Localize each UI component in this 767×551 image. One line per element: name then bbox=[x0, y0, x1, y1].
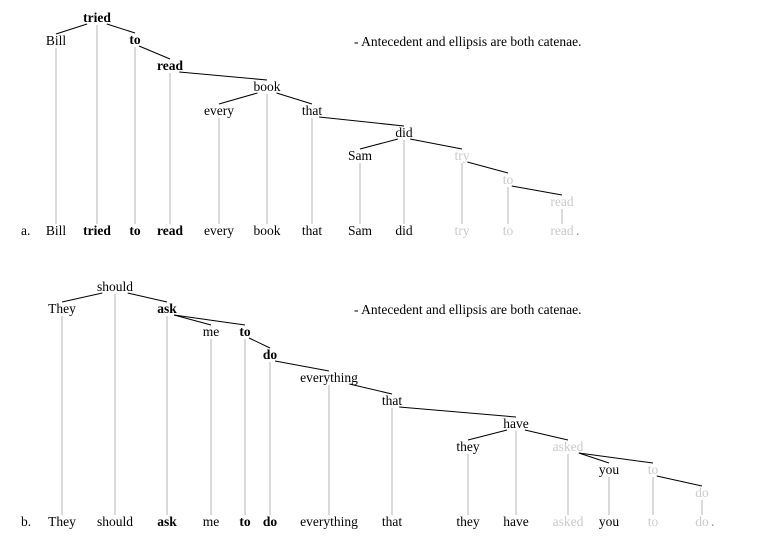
tree-b-word-to1: to bbox=[239, 514, 250, 529]
tree-b-word-that: that bbox=[382, 514, 402, 529]
annotation-tree-a: - Antecedent and ellipsis are both caten… bbox=[354, 34, 582, 49]
tree-a-word-book: book bbox=[254, 223, 281, 238]
tree-b-node-everything: everything bbox=[300, 370, 358, 385]
tree-a-edge-book-every bbox=[218, 92, 258, 105]
tree-b-edge-do1-everything bbox=[274, 360, 330, 372]
tree-b-word-ask: ask bbox=[157, 514, 177, 529]
tree-b-node-you: you bbox=[599, 462, 620, 477]
tree-a-edge-did-try bbox=[410, 138, 463, 150]
tree-a-word-tried: tried bbox=[83, 223, 111, 238]
tree-b-node-they2: they bbox=[456, 439, 479, 454]
tree-a-word-sam: Sam bbox=[348, 223, 373, 238]
tree-a-node-bill: Bill bbox=[46, 33, 67, 48]
tree-a-edge-try-to2 bbox=[467, 161, 509, 174]
tree-a-node-read1: read bbox=[157, 58, 183, 73]
tree-b-node-to1: to bbox=[239, 324, 250, 339]
tree-a-edge-tried-bill bbox=[55, 23, 88, 35]
tree-b-node-they1: They bbox=[48, 301, 76, 316]
tree-b-edge-to1-do1 bbox=[248, 337, 271, 349]
tree-b-word-everything: everything bbox=[300, 514, 358, 529]
tree-a-word-read1: read bbox=[157, 223, 183, 238]
tree-a-edge-did-sam bbox=[359, 138, 399, 150]
tree-b-word-should: should bbox=[97, 514, 133, 529]
tree-b-word-asked: asked bbox=[553, 514, 584, 529]
tree-b-edge-should-ask bbox=[127, 292, 168, 303]
tree-b-edge-should-they1 bbox=[61, 292, 103, 303]
tree-b-edge-asked-to2 bbox=[578, 452, 654, 464]
tree-a-word-every: every bbox=[204, 223, 234, 238]
tree-a-node-book: book bbox=[254, 79, 281, 94]
tree-b-node-should: should bbox=[97, 279, 133, 294]
tree-b-node-do2: do bbox=[695, 485, 709, 500]
tree-a-word-try: try bbox=[455, 223, 470, 238]
tree-b-node-ask: ask bbox=[157, 301, 177, 316]
tree-b-node-have: have bbox=[503, 416, 528, 431]
sentence-label-b: b. bbox=[21, 514, 32, 529]
sentence-label-a: a. bbox=[21, 223, 31, 238]
tree-a-word-to1: to bbox=[129, 223, 140, 238]
tree-b-word-do2: do bbox=[695, 514, 709, 529]
tree-b-edge-ask-to1 bbox=[173, 314, 246, 326]
tree-a-word-that: that bbox=[302, 223, 322, 238]
tree-a-node-read2: read bbox=[550, 194, 573, 209]
tree-a: Bill tried to read every book that Sam did try to r… bbox=[46, 10, 580, 238]
tree-a-node-to1: to bbox=[129, 32, 140, 47]
tree-b-edge-ask-me bbox=[173, 314, 212, 326]
tree-a-node-try: try bbox=[455, 148, 470, 163]
tree-b-node-me: me bbox=[203, 324, 220, 339]
tree-a-node-that: that bbox=[302, 103, 322, 118]
tree-b-edge-that-have bbox=[399, 406, 517, 418]
tree-a-edge-book-that bbox=[276, 92, 313, 105]
tree-b-word-to2: to bbox=[648, 514, 659, 529]
tree-b-word-do1: do bbox=[263, 514, 278, 529]
tree-a-node-to2: to bbox=[503, 172, 514, 187]
tree-b-word-they1: They bbox=[48, 514, 76, 529]
tree-a-edge-to1-read1 bbox=[138, 45, 171, 60]
tree-b-word-have: have bbox=[503, 514, 528, 529]
tree-a-word-bill: Bill bbox=[46, 223, 67, 238]
tree-a-edge-tried-to1 bbox=[106, 23, 136, 34]
annotation-tree-b: - Antecedent and ellipsis are both caten… bbox=[354, 302, 582, 317]
tree-b-word-you: you bbox=[599, 514, 620, 529]
tree-b-node-that: that bbox=[382, 393, 402, 408]
tree-b-edge-have-they2 bbox=[467, 429, 508, 441]
tree-a-word-did: did bbox=[395, 223, 413, 238]
tree-b-word-they2: they bbox=[456, 514, 479, 529]
tree-a-node-sam: Sam bbox=[348, 148, 373, 163]
tree-b-edge-everything-that bbox=[349, 383, 393, 395]
tree-a-edge-that-did bbox=[319, 116, 405, 127]
tree-b-period: . bbox=[711, 514, 714, 529]
tree-a-node-tried: tried bbox=[83, 10, 111, 25]
tree-a-node-every: every bbox=[204, 103, 234, 118]
tree-b-edge-asked-you bbox=[578, 452, 610, 464]
tree-a-edge-to2-read2 bbox=[511, 185, 563, 196]
tree-b-node-to2: to bbox=[648, 462, 659, 477]
tree-b-node-asked: asked bbox=[553, 439, 584, 454]
tree-b-node-do1: do bbox=[263, 347, 278, 362]
tree-b-edge-to2-do2 bbox=[656, 475, 703, 487]
tree-a-period: . bbox=[576, 223, 579, 238]
tree-a-edge-read1-book bbox=[179, 71, 268, 81]
tree-a-word-to2: to bbox=[503, 223, 514, 238]
tree-b-word-me: me bbox=[203, 514, 220, 529]
tree-a-node-did: did bbox=[395, 125, 413, 140]
tree-a-word-read2: read bbox=[550, 223, 573, 238]
tree-b-edge-have-asked bbox=[524, 429, 569, 441]
